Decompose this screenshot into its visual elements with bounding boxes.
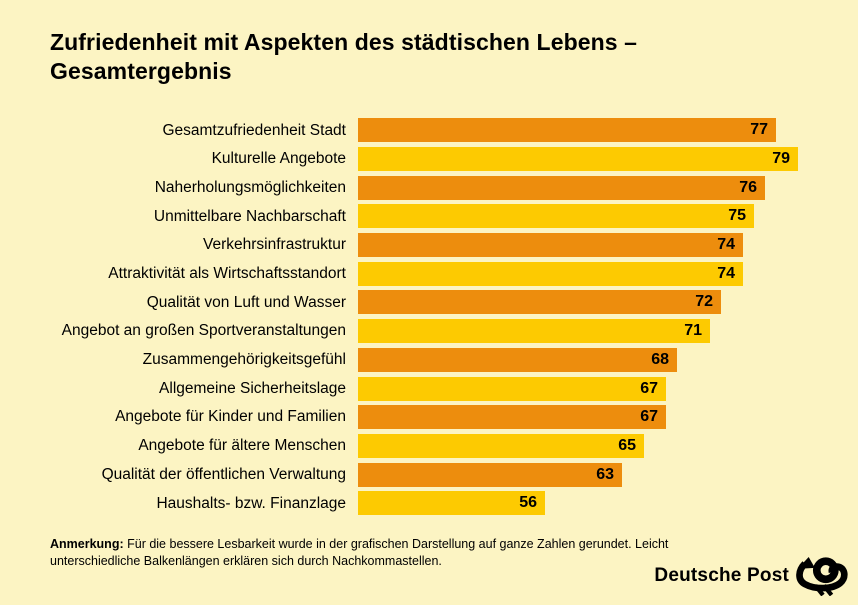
bar: 76 <box>358 175 765 200</box>
bar: 77 <box>358 118 776 143</box>
bar: 56 <box>358 491 545 516</box>
bar-area: 76 <box>358 175 765 200</box>
bar-value: 75 <box>728 207 746 225</box>
bar-label: Allgemeine Sicherheitslage <box>159 379 346 397</box>
footnote-text: Für die bessere Lesbarkeit wurde in der … <box>50 537 669 568</box>
bar-value: 65 <box>618 436 636 454</box>
posthorn-icon <box>796 556 848 596</box>
bar-label: Angebot an großen Sportveranstaltungen <box>61 322 346 340</box>
bar-chart: Gesamtzufriedenheit Stadt 77 Kulturelle An… <box>0 116 858 518</box>
chart-row: Naherholungsmöglichkeiten 76 <box>0 173 858 202</box>
chart-row: Angebot an großen Sportveranstaltungen 71 <box>0 317 858 346</box>
bar-value: 68 <box>651 350 669 368</box>
footnote: Anmerkung: Für die bessere Lesbarkeit wu… <box>50 536 750 570</box>
page-title-line2: Gesamtergebnis <box>50 58 232 84</box>
bar-area: 74 <box>358 261 743 286</box>
chart-row: Haushalts- bzw. Finanzlage 56 <box>0 489 858 518</box>
bar-area: 74 <box>358 233 743 258</box>
bar-value: 74 <box>717 236 735 254</box>
bar-label: Angebote für Kinder und Familien <box>115 408 346 426</box>
bar-label: Gesamtzufriedenheit Stadt <box>162 121 346 139</box>
chart-row: Allgemeine Sicherheitslage 67 <box>0 374 858 403</box>
brand-footer: Deutsche Post <box>654 556 848 596</box>
bar-value: 63 <box>596 465 614 483</box>
bar: 75 <box>358 204 754 229</box>
bar: 74 <box>358 233 743 258</box>
bar: 65 <box>358 433 644 458</box>
bar-area: 79 <box>358 147 798 172</box>
bar-label: Naherholungsmöglichkeiten <box>154 178 346 196</box>
bar: 72 <box>358 290 721 315</box>
chart-row: Kulturelle Angebote 79 <box>0 145 858 174</box>
bar-label: Verkehrsinfrastruktur <box>203 236 346 254</box>
chart-row: Zusammengehörigkeitsgefühl 68 <box>0 346 858 375</box>
bar-value: 77 <box>750 121 768 139</box>
bar-label: Angebote für ältere Menschen <box>138 437 346 455</box>
bar-value: 67 <box>640 379 658 397</box>
bar-area: 72 <box>358 290 721 315</box>
bar: 63 <box>358 462 622 487</box>
bar: 68 <box>358 347 677 372</box>
chart-row: Unmittelbare Nachbarschaft 75 <box>0 202 858 231</box>
bar-label: Kulturelle Angebote <box>211 150 346 168</box>
chart-row: Angebote für Kinder und Familien 67 <box>0 403 858 432</box>
bar-area: 67 <box>358 405 666 430</box>
bar-area: 77 <box>358 118 776 143</box>
chart-row: Verkehrsinfrastruktur 74 <box>0 231 858 260</box>
bar-value: 67 <box>640 408 658 426</box>
chart-row: Angebote für ältere Menschen 65 <box>0 432 858 461</box>
bar-label: Zusammengehörigkeitsgefühl <box>142 351 346 369</box>
bar-label: Attraktivität als Wirtschaftsstandort <box>108 265 346 283</box>
bar-value: 72 <box>695 293 713 311</box>
bar-label: Qualität von Luft und Wasser <box>146 293 346 311</box>
page-title: Zufriedenheit mit Aspekten des städtisch… <box>50 28 637 86</box>
bar: 79 <box>358 147 798 172</box>
chart-row: Gesamtzufriedenheit Stadt 77 <box>0 116 858 145</box>
brand-name: Deutsche Post <box>654 565 789 586</box>
bar-value: 74 <box>717 264 735 282</box>
chart-row: Attraktivität als Wirtschaftsstandort 74 <box>0 259 858 288</box>
bar-label: Unmittelbare Nachbarschaft <box>153 207 346 225</box>
bar-value: 76 <box>739 178 757 196</box>
footnote-label: Anmerkung: <box>50 537 124 551</box>
chart-row: Qualität der öffentlichen Verwaltung 63 <box>0 460 858 489</box>
bar-area: 63 <box>358 462 622 487</box>
page-title-line1: Zufriedenheit mit Aspekten des städtisch… <box>50 29 638 55</box>
bar-value: 71 <box>684 322 702 340</box>
bar-label: Qualität der öffentlichen Verwaltung <box>101 465 346 483</box>
bar: 74 <box>358 261 743 286</box>
bar-label: Haushalts- bzw. Finanzlage <box>156 494 346 512</box>
bar-value: 56 <box>519 494 537 512</box>
bar-area: 75 <box>358 204 754 229</box>
bar-value: 79 <box>772 150 790 168</box>
bar-area: 67 <box>358 376 666 401</box>
bar: 67 <box>358 376 666 401</box>
bar-area: 68 <box>358 347 677 372</box>
chart-row: Qualität von Luft und Wasser 72 <box>0 288 858 317</box>
bar-area: 71 <box>358 319 710 344</box>
bar-area: 56 <box>358 491 545 516</box>
bar: 71 <box>358 319 710 344</box>
bar-area: 65 <box>358 433 644 458</box>
bar: 67 <box>358 405 666 430</box>
